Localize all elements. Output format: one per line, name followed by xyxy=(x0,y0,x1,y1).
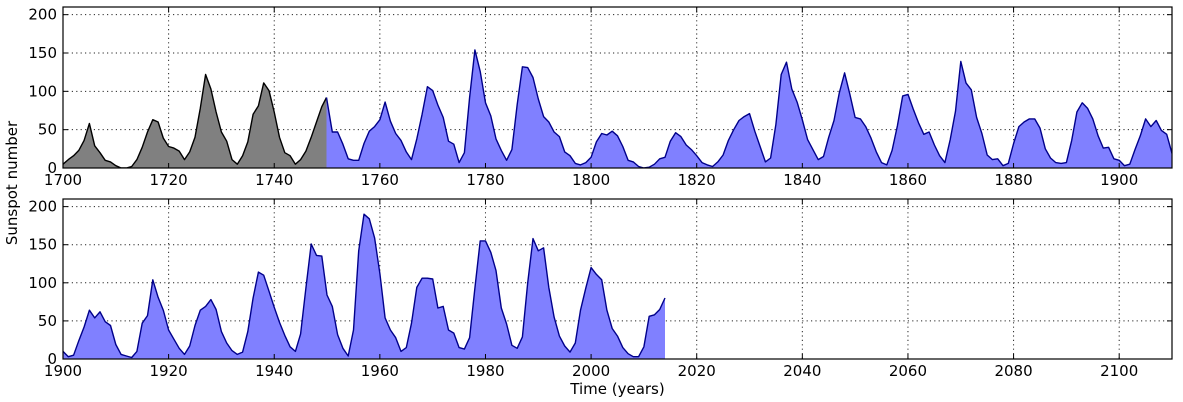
series-line-top-0 xyxy=(63,73,328,168)
x-tick-label: 1780 xyxy=(466,171,504,189)
x-tick-label: 1980 xyxy=(466,362,504,380)
x-tick-label: 1700 xyxy=(44,171,82,189)
series-line-bottom-0 xyxy=(63,213,666,359)
plot-frame-bottom xyxy=(62,198,1173,360)
x-tick-label: 1860 xyxy=(889,171,927,189)
x-tick-label: 1760 xyxy=(361,171,399,189)
x-tick-label: 2040 xyxy=(783,362,821,380)
series-area-bottom-0 xyxy=(63,214,665,359)
plot-frame-top xyxy=(62,6,1173,169)
x-tick-label: 1740 xyxy=(255,171,293,189)
x-tick-label: 2080 xyxy=(994,362,1032,380)
x-tick-label: 2020 xyxy=(678,362,716,380)
x-tick-label: 1880 xyxy=(994,171,1032,189)
x-tick-label: 1900 xyxy=(1100,171,1138,189)
y-tick-label: 100 xyxy=(28,82,57,100)
y-tick-label: 200 xyxy=(28,198,57,216)
x-tick-label: 2060 xyxy=(889,362,927,380)
panel-top: 1700 1720 1740 1760 1780 1800 1820 1840 1860 1880… xyxy=(28,6,1173,189)
x-tick-label: 1940 xyxy=(255,362,293,380)
x-tick-label: 1840 xyxy=(783,171,821,189)
y-tick-label: 100 xyxy=(28,274,57,292)
y-axis-label: Sunspot number xyxy=(3,120,21,245)
x-tick-label: 1960 xyxy=(361,362,399,380)
x-tick-label: 1720 xyxy=(150,171,188,189)
y-tick-label: 150 xyxy=(28,44,57,62)
y-tick-label: 200 xyxy=(28,6,57,24)
x-tick-label: 1820 xyxy=(678,171,716,189)
grid-top xyxy=(63,7,1172,168)
y-tick-label: 0 xyxy=(47,159,57,177)
y-tick-label: 0 xyxy=(47,350,57,368)
y-tick-label: 50 xyxy=(38,312,57,330)
y-tick-label: 50 xyxy=(38,121,57,139)
x-tick-label: 1900 xyxy=(44,362,82,380)
x-tick-label: 1920 xyxy=(150,362,188,380)
series-area-top-1 xyxy=(326,49,1172,168)
series-line-top-1 xyxy=(325,49,1172,168)
y-tick-label: 150 xyxy=(28,236,57,254)
x-tick-label: 1800 xyxy=(572,171,610,189)
x-axis-label: Time (years) xyxy=(569,380,664,398)
x-tick-label: 2100 xyxy=(1100,362,1138,380)
panel-bottom: 1900 1920 1940 1960 1980 2000 2020 2040 2060 2080… xyxy=(28,198,1173,398)
x-tick-label: 2000 xyxy=(572,362,610,380)
